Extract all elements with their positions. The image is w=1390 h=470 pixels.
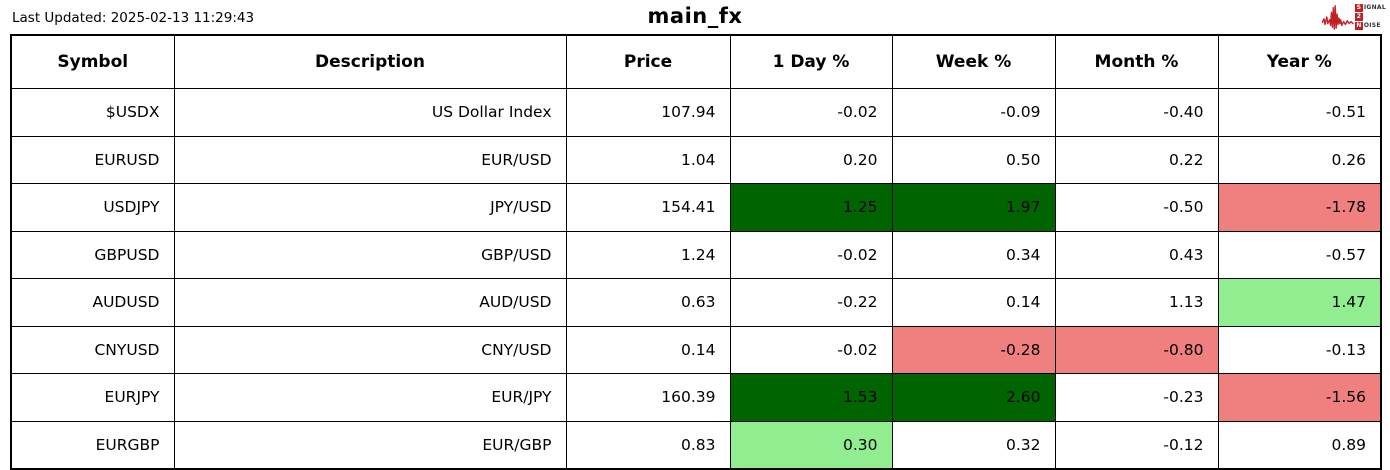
cell-symbol: USDJPY xyxy=(10,183,175,232)
table-row-usdx: $USDX US Dollar Index 107.94 -0.02 -0.09… xyxy=(10,88,1382,137)
cell-month: -0.40 xyxy=(1054,88,1219,137)
logo-letter-n: N xyxy=(1354,22,1363,30)
cell-week: 0.34 xyxy=(891,230,1056,279)
cell-symbol: GBPUSD xyxy=(10,230,175,279)
cell-year: -0.51 xyxy=(1217,88,1382,137)
cell-year: -0.57 xyxy=(1217,230,1382,279)
cell-symbol: EURJPY xyxy=(10,373,175,422)
table-row-gbpusd: GBPUSD GBP/USD 1.24 -0.02 0.34 0.43 -0.5… xyxy=(10,230,1382,279)
table-row-cnyusd: CNYUSD CNY/USD 0.14 -0.02 -0.28 -0.80 -0… xyxy=(10,325,1382,374)
cell-1day: 0.20 xyxy=(729,135,893,184)
logo-digit-2: 2 xyxy=(1354,13,1363,21)
page-title: main_fx xyxy=(647,4,743,28)
table-row-eurjpy: EURJPY EUR/JPY 160.39 1.53 2.60 -0.23 -1… xyxy=(10,373,1382,422)
cell-price: 1.24 xyxy=(565,230,731,279)
cell-week: 1.97 xyxy=(891,183,1056,232)
signal2noise-logo: S IGNAL 2 N OISE xyxy=(1321,3,1386,31)
cell-week: 0.14 xyxy=(891,278,1056,327)
cell-month: -0.80 xyxy=(1054,325,1219,374)
cell-1day: 1.53 xyxy=(729,373,893,422)
cell-price: 0.14 xyxy=(565,325,731,374)
cell-symbol: CNYUSD xyxy=(10,325,175,374)
cell-1day: -0.02 xyxy=(729,88,893,137)
cell-month: 0.43 xyxy=(1054,230,1219,279)
waveform-icon xyxy=(1321,5,1354,30)
logo-word-signal: IGNAL xyxy=(1363,4,1386,11)
cell-year: 1.47 xyxy=(1217,278,1382,327)
cell-description: JPY/USD xyxy=(173,183,567,232)
cell-1day: 0.30 xyxy=(729,420,893,470)
cell-description: EUR/USD xyxy=(173,135,567,184)
cell-1day: -0.22 xyxy=(729,278,893,327)
cell-symbol: EURGBP xyxy=(10,420,175,470)
cell-price: 154.41 xyxy=(565,183,731,232)
table-row-eurusd: EURUSD EUR/USD 1.04 0.20 0.50 0.22 0.26 xyxy=(10,135,1382,184)
cell-week: 0.32 xyxy=(891,420,1056,470)
cell-description: AUD/USD xyxy=(173,278,567,327)
cell-price: 160.39 xyxy=(565,373,731,422)
cell-symbol: EURUSD xyxy=(10,135,175,184)
cell-week: 0.50 xyxy=(891,135,1056,184)
col-header-symbol: Symbol xyxy=(10,34,175,89)
col-header-week: Week % xyxy=(891,34,1056,89)
col-header-year: Year % xyxy=(1217,34,1382,89)
col-header-price: Price xyxy=(565,34,731,89)
logo-letter-s: S xyxy=(1354,4,1363,12)
table-row-eurgbp: EURGBP EUR/GBP 0.83 0.30 0.32 -0.12 0.89 xyxy=(10,420,1382,470)
fx-table: Symbol Description Price 1 Day % Week % … xyxy=(10,34,1382,470)
logo-word-noise: OISE xyxy=(1363,22,1381,29)
cell-year: 0.26 xyxy=(1217,135,1382,184)
cell-week: -0.09 xyxy=(891,88,1056,137)
cell-symbol: $USDX xyxy=(10,88,175,137)
cell-price: 1.04 xyxy=(565,135,731,184)
cell-month: -0.50 xyxy=(1054,183,1219,232)
logo-wordmark: S IGNAL 2 N OISE xyxy=(1354,4,1386,30)
cell-week: 2.60 xyxy=(891,373,1056,422)
cell-month: 0.22 xyxy=(1054,135,1219,184)
cell-description: EUR/JPY xyxy=(173,373,567,422)
table-row-usdjpy: USDJPY JPY/USD 154.41 1.25 1.97 -0.50 -1… xyxy=(10,183,1382,232)
cell-week: -0.28 xyxy=(891,325,1056,374)
cell-1day: -0.02 xyxy=(729,325,893,374)
col-header-description: Description xyxy=(173,34,567,89)
cell-month: -0.12 xyxy=(1054,420,1219,470)
header-row: Symbol Description Price 1 Day % Week % … xyxy=(10,34,1382,89)
last-updated-timestamp: Last Updated: 2025-02-13 11:29:43 xyxy=(12,10,255,26)
cell-year: -1.56 xyxy=(1217,373,1382,422)
cell-year: -0.13 xyxy=(1217,325,1382,374)
cell-price: 107.94 xyxy=(565,88,731,137)
cell-description: US Dollar Index xyxy=(173,88,567,137)
cell-price: 0.63 xyxy=(565,278,731,327)
cell-price: 0.83 xyxy=(565,420,731,470)
cell-description: CNY/USD xyxy=(173,325,567,374)
cell-1day: 1.25 xyxy=(729,183,893,232)
cell-month: 1.13 xyxy=(1054,278,1219,327)
cell-symbol: AUDUSD xyxy=(10,278,175,327)
col-header-month: Month % xyxy=(1054,34,1219,89)
cell-1day: -0.02 xyxy=(729,230,893,279)
col-header-1day: 1 Day % xyxy=(729,34,893,89)
table-row-audusd: AUDUSD AUD/USD 0.63 -0.22 0.14 1.13 1.47 xyxy=(10,278,1382,327)
cell-description: EUR/GBP xyxy=(173,420,567,470)
cell-month: -0.23 xyxy=(1054,373,1219,422)
cell-year: 0.89 xyxy=(1217,420,1382,470)
cell-year: -1.78 xyxy=(1217,183,1382,232)
cell-description: GBP/USD xyxy=(173,230,567,279)
